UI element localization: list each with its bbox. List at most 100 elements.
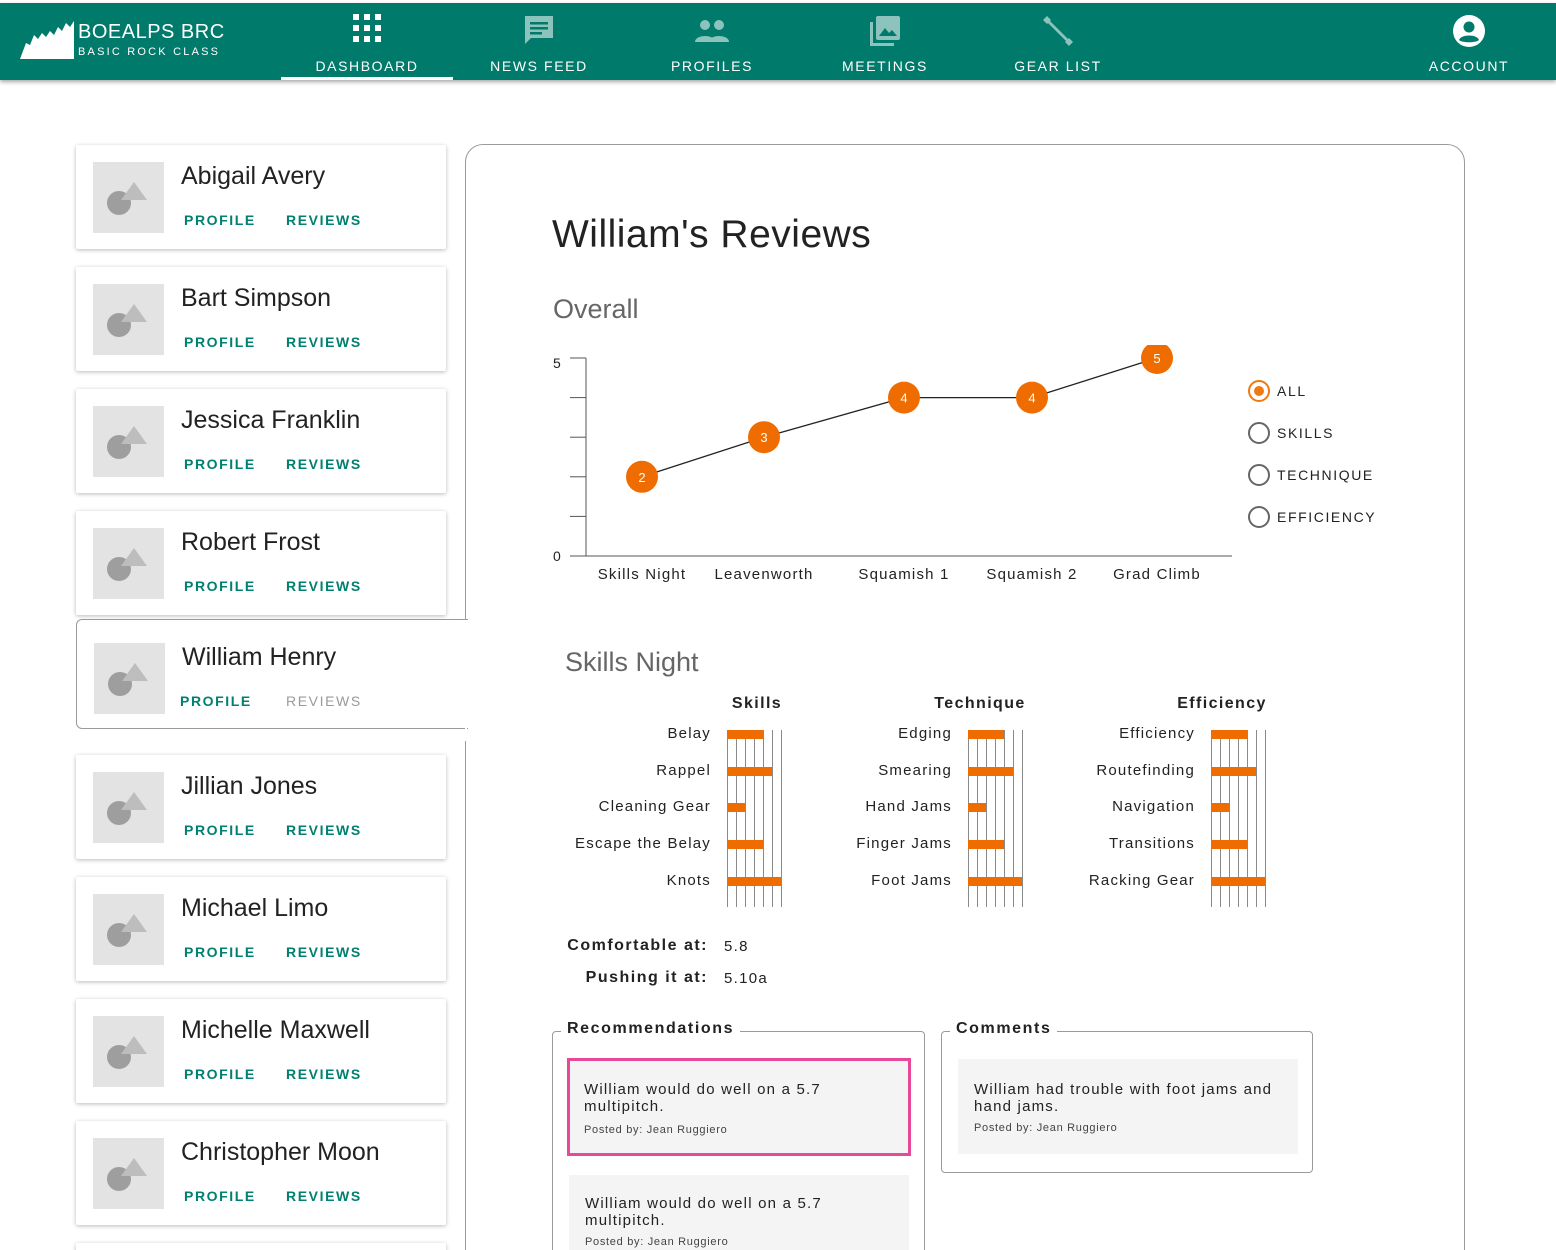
nav-gear-list-label: GEAR LIST xyxy=(1014,58,1102,74)
student-card[interactable]: Michelle Maxwell PROFILE REVIEWS xyxy=(76,999,446,1103)
student-card[interactable]: Jillian Jones PROFILE REVIEWS xyxy=(76,755,446,859)
comment-card[interactable]: William had trouble with foot jams and h… xyxy=(958,1059,1298,1154)
student-card[interactable]: Michael Limo PROFILE REVIEWS xyxy=(76,877,446,981)
student-card[interactable]: Robert Frost PROFILE REVIEWS xyxy=(76,511,446,615)
recommendation-text: William would do well on a 5.7 multipitc… xyxy=(585,1195,822,1229)
comments-legend: Comments xyxy=(950,1020,1058,1038)
profile-link[interactable]: PROFILE xyxy=(184,578,256,594)
reviews-link[interactable]: REVIEWS xyxy=(286,456,362,472)
profile-link[interactable]: PROFILE xyxy=(184,822,256,838)
shapes-icon xyxy=(107,792,147,825)
student-card[interactable]: Abigail Avery PROFILE REVIEWS xyxy=(76,145,446,249)
shapes-icon xyxy=(107,304,147,337)
data-point xyxy=(748,421,780,454)
student-name: Michelle Maxwell xyxy=(181,1016,370,1044)
grid-line xyxy=(1013,730,1014,907)
brand-logo[interactable]: BOEALPS BRC BASIC ROCK CLASS xyxy=(20,19,250,65)
profile-link[interactable]: PROFILE xyxy=(184,944,256,960)
nav-news-feed[interactable]: NEWS FEED xyxy=(453,3,625,80)
recommendation-author: Posted by: Jean Ruggiero xyxy=(585,1236,729,1248)
filter-radio-technique[interactable]: TECHNIQUE xyxy=(1248,454,1376,496)
mountain-logo-icon xyxy=(20,21,74,59)
data-point xyxy=(1141,345,1173,374)
x-tick-label: Skills Night xyxy=(598,566,687,583)
student-card[interactable]: Bart Simpson PROFILE REVIEWS xyxy=(76,267,446,371)
filter-radio-all[interactable]: ALL xyxy=(1248,370,1376,412)
profile-link[interactable]: PROFILE xyxy=(184,1188,256,1204)
shapes-icon xyxy=(107,1158,147,1191)
student-card[interactable]: Christopher Moon PROFILE REVIEWS xyxy=(76,1121,446,1225)
profile-link[interactable]: PROFILE xyxy=(184,1066,256,1082)
nav-dashboard[interactable]: DASHBOARD xyxy=(281,3,453,80)
student-card[interactable]: William Henry PROFILE REVIEWS xyxy=(76,619,468,729)
grid-line xyxy=(1211,730,1212,907)
bar-chart-title: Efficiency xyxy=(1177,695,1267,712)
reviews-link[interactable]: REVIEWS xyxy=(286,334,362,350)
x-tick-label: Squamish 1 xyxy=(858,566,949,583)
reviews-link[interactable]: REVIEWS xyxy=(286,822,362,838)
overall-line-chart: 0 5 2 Skills Night 3 Leavenworth 4 Squamish 1 4 S… xyxy=(553,345,1232,583)
radio-icon[interactable] xyxy=(1248,506,1270,528)
student-name: Bart Simpson xyxy=(181,284,332,312)
x-tick-label: Grad Climb xyxy=(1113,566,1201,583)
nav-account[interactable]: ACCOUNT xyxy=(1383,3,1555,80)
filter-radio-efficiency[interactable]: EFFICIENCY xyxy=(1248,496,1376,538)
pushing-value: 5.10a xyxy=(724,970,769,987)
student-card[interactable] xyxy=(76,1243,446,1250)
shapes-icon xyxy=(107,548,147,581)
shapes-icon xyxy=(107,182,147,215)
grid-line xyxy=(986,730,987,907)
recommendation-card[interactable]: William would do well on a 5.7 multipitc… xyxy=(569,1175,909,1250)
grid-line xyxy=(1220,730,1221,907)
profile-link[interactable]: PROFILE xyxy=(180,693,252,709)
radio-icon[interactable] xyxy=(1248,422,1270,444)
reviews-link[interactable]: REVIEWS xyxy=(286,1188,362,1204)
shapes-icon xyxy=(107,914,147,947)
bar-category-label: Foot Jams xyxy=(871,872,952,889)
grid-line xyxy=(781,730,782,907)
bar-chart-title: Skills xyxy=(731,695,783,712)
bar xyxy=(727,840,763,849)
bar-category-label: Edging xyxy=(898,725,952,742)
radio-icon[interactable] xyxy=(1248,380,1270,402)
data-label: 5 xyxy=(1153,351,1160,366)
dumbbell-icon xyxy=(1043,16,1073,46)
profile-link[interactable]: PROFILE xyxy=(184,456,256,472)
filter-label: TECHNIQUE xyxy=(1277,467,1374,483)
profile-link[interactable]: PROFILE xyxy=(184,334,256,350)
bar xyxy=(727,767,772,776)
bar-chart-title: Technique xyxy=(934,695,1026,712)
x-tick-label: Leavenworth xyxy=(714,566,813,583)
student-name: Michael Limo xyxy=(181,894,329,922)
radio-icon[interactable] xyxy=(1248,464,1270,486)
brand-subtitle: BASIC ROCK CLASS xyxy=(78,46,221,58)
nav-profiles[interactable]: PROFILES xyxy=(626,3,798,80)
category-filter-group: ALL SKILLS TECHNIQUE EFFICIENCY xyxy=(1248,370,1376,538)
recommendation-card[interactable]: William would do well on a 5.7 multipitc… xyxy=(567,1058,911,1156)
nav-gear-list[interactable]: GEAR LIST xyxy=(972,3,1144,80)
student-card[interactable]: Jessica Franklin PROFILE REVIEWS xyxy=(76,389,446,493)
data-label: 2 xyxy=(638,470,645,485)
reviews-link[interactable]: REVIEWS xyxy=(286,693,362,709)
data-point xyxy=(1016,381,1048,414)
shapes-icon xyxy=(107,426,147,459)
reviews-link[interactable]: REVIEWS xyxy=(286,944,362,960)
nav-account-label: ACCOUNT xyxy=(1428,58,1510,74)
recommendation-text: William would do well on a 5.7 multipitc… xyxy=(584,1081,821,1115)
grid-line xyxy=(772,730,773,907)
nav-meetings[interactable]: MEETINGS xyxy=(799,3,971,80)
nav-news-feed-label: NEWS FEED xyxy=(490,58,588,74)
avatar-placeholder xyxy=(93,528,164,599)
reviews-link[interactable]: REVIEWS xyxy=(286,1066,362,1082)
account-circle-icon xyxy=(1453,15,1485,47)
reviews-link[interactable]: REVIEWS xyxy=(286,578,362,594)
avatar-placeholder xyxy=(93,162,164,233)
profile-link[interactable]: PROFILE xyxy=(184,212,256,228)
recommendation-author: Posted by: Jean Ruggiero xyxy=(584,1124,728,1136)
data-point xyxy=(888,381,920,414)
grid-line xyxy=(727,730,728,907)
filter-radio-skills[interactable]: SKILLS xyxy=(1248,412,1376,454)
bar-category-label: Finger Jams xyxy=(856,835,952,852)
reviews-link[interactable]: REVIEWS xyxy=(286,212,362,228)
filter-label: SKILLS xyxy=(1277,425,1335,441)
